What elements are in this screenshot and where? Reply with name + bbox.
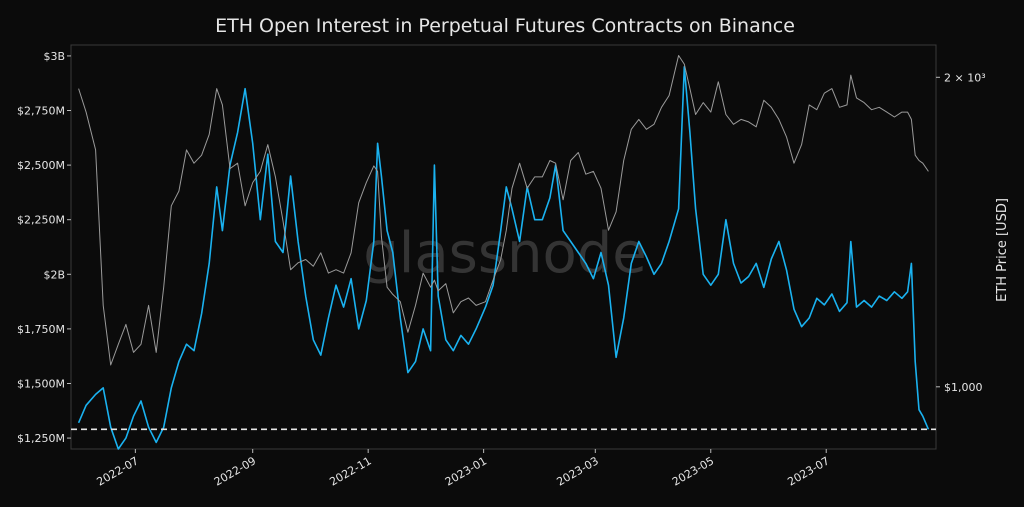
y-right-axis: $1,000 2 × 10³ <box>936 71 986 394</box>
plot-frame <box>70 44 937 450</box>
y-left-tick-label: $2,750M <box>17 105 65 118</box>
y-left-tick-label: $1,500M <box>17 377 65 390</box>
open-interest-line <box>77 66 930 450</box>
y-left-tick-label: $2B <box>43 268 65 281</box>
y-right-axis-label: ETH Price [USD] <box>995 198 1010 302</box>
series-layer <box>71 55 936 450</box>
y-left-tick-label: $2,250M <box>17 214 65 227</box>
watermark: glassnode <box>363 221 647 286</box>
y-left-tick-label: $1,750M <box>17 323 65 336</box>
chart-title: ETH Open Interest in Perpetual Futures C… <box>215 15 795 37</box>
y-left-tick-label: $1,250M <box>17 432 65 445</box>
y-right-tick-label: 2 × 10³ <box>944 71 986 84</box>
eth-price-line <box>78 55 929 366</box>
y-left-axis: $1,250M $1,500M $1,750M $2B $2,250M $2,500M $2… <box>17 50 71 445</box>
y-right-tick-label: $1,000 <box>944 381 983 394</box>
y-left-tick-label: $3B <box>43 50 65 63</box>
y-left-tick-label: $2,500M <box>17 159 65 172</box>
